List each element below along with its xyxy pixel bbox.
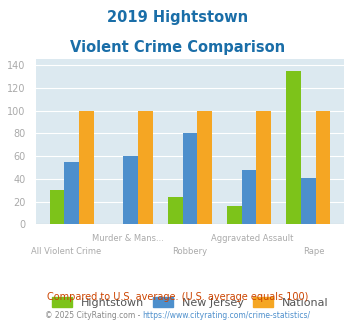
Text: Violent Crime Comparison: Violent Crime Comparison bbox=[70, 40, 285, 54]
Bar bbox=[138, 111, 153, 224]
Text: Aggravated Assault: Aggravated Assault bbox=[211, 234, 293, 243]
Legend: Hightstown, New Jersey, National: Hightstown, New Jersey, National bbox=[47, 293, 333, 312]
Bar bbox=[227, 206, 242, 224]
Text: Robbery: Robbery bbox=[173, 248, 207, 256]
Text: 2019 Hightstown: 2019 Hightstown bbox=[107, 10, 248, 25]
Bar bbox=[197, 111, 212, 224]
Bar bbox=[242, 170, 256, 224]
Bar bbox=[124, 156, 138, 224]
Bar bbox=[256, 111, 271, 224]
Bar bbox=[182, 133, 197, 224]
Bar bbox=[168, 197, 182, 224]
Bar bbox=[301, 178, 316, 224]
Bar bbox=[316, 111, 330, 224]
Text: All Violent Crime: All Violent Crime bbox=[31, 248, 102, 256]
Text: Rape: Rape bbox=[303, 248, 324, 256]
Bar bbox=[286, 71, 301, 224]
Text: https://www.cityrating.com/crime-statistics/: https://www.cityrating.com/crime-statist… bbox=[142, 311, 310, 320]
Bar bbox=[79, 111, 94, 224]
Text: Compared to U.S. average. (U.S. average equals 100): Compared to U.S. average. (U.S. average … bbox=[47, 292, 308, 302]
Bar bbox=[50, 190, 64, 224]
Bar bbox=[64, 162, 79, 224]
Text: © 2025 CityRating.com - https://www.cityrating.com/crime-statistics/: © 2025 CityRating.com - https://www.city… bbox=[0, 329, 1, 330]
Text: © 2025 CityRating.com -: © 2025 CityRating.com - bbox=[45, 311, 142, 320]
Text: Murder & Mans...: Murder & Mans... bbox=[92, 234, 164, 243]
